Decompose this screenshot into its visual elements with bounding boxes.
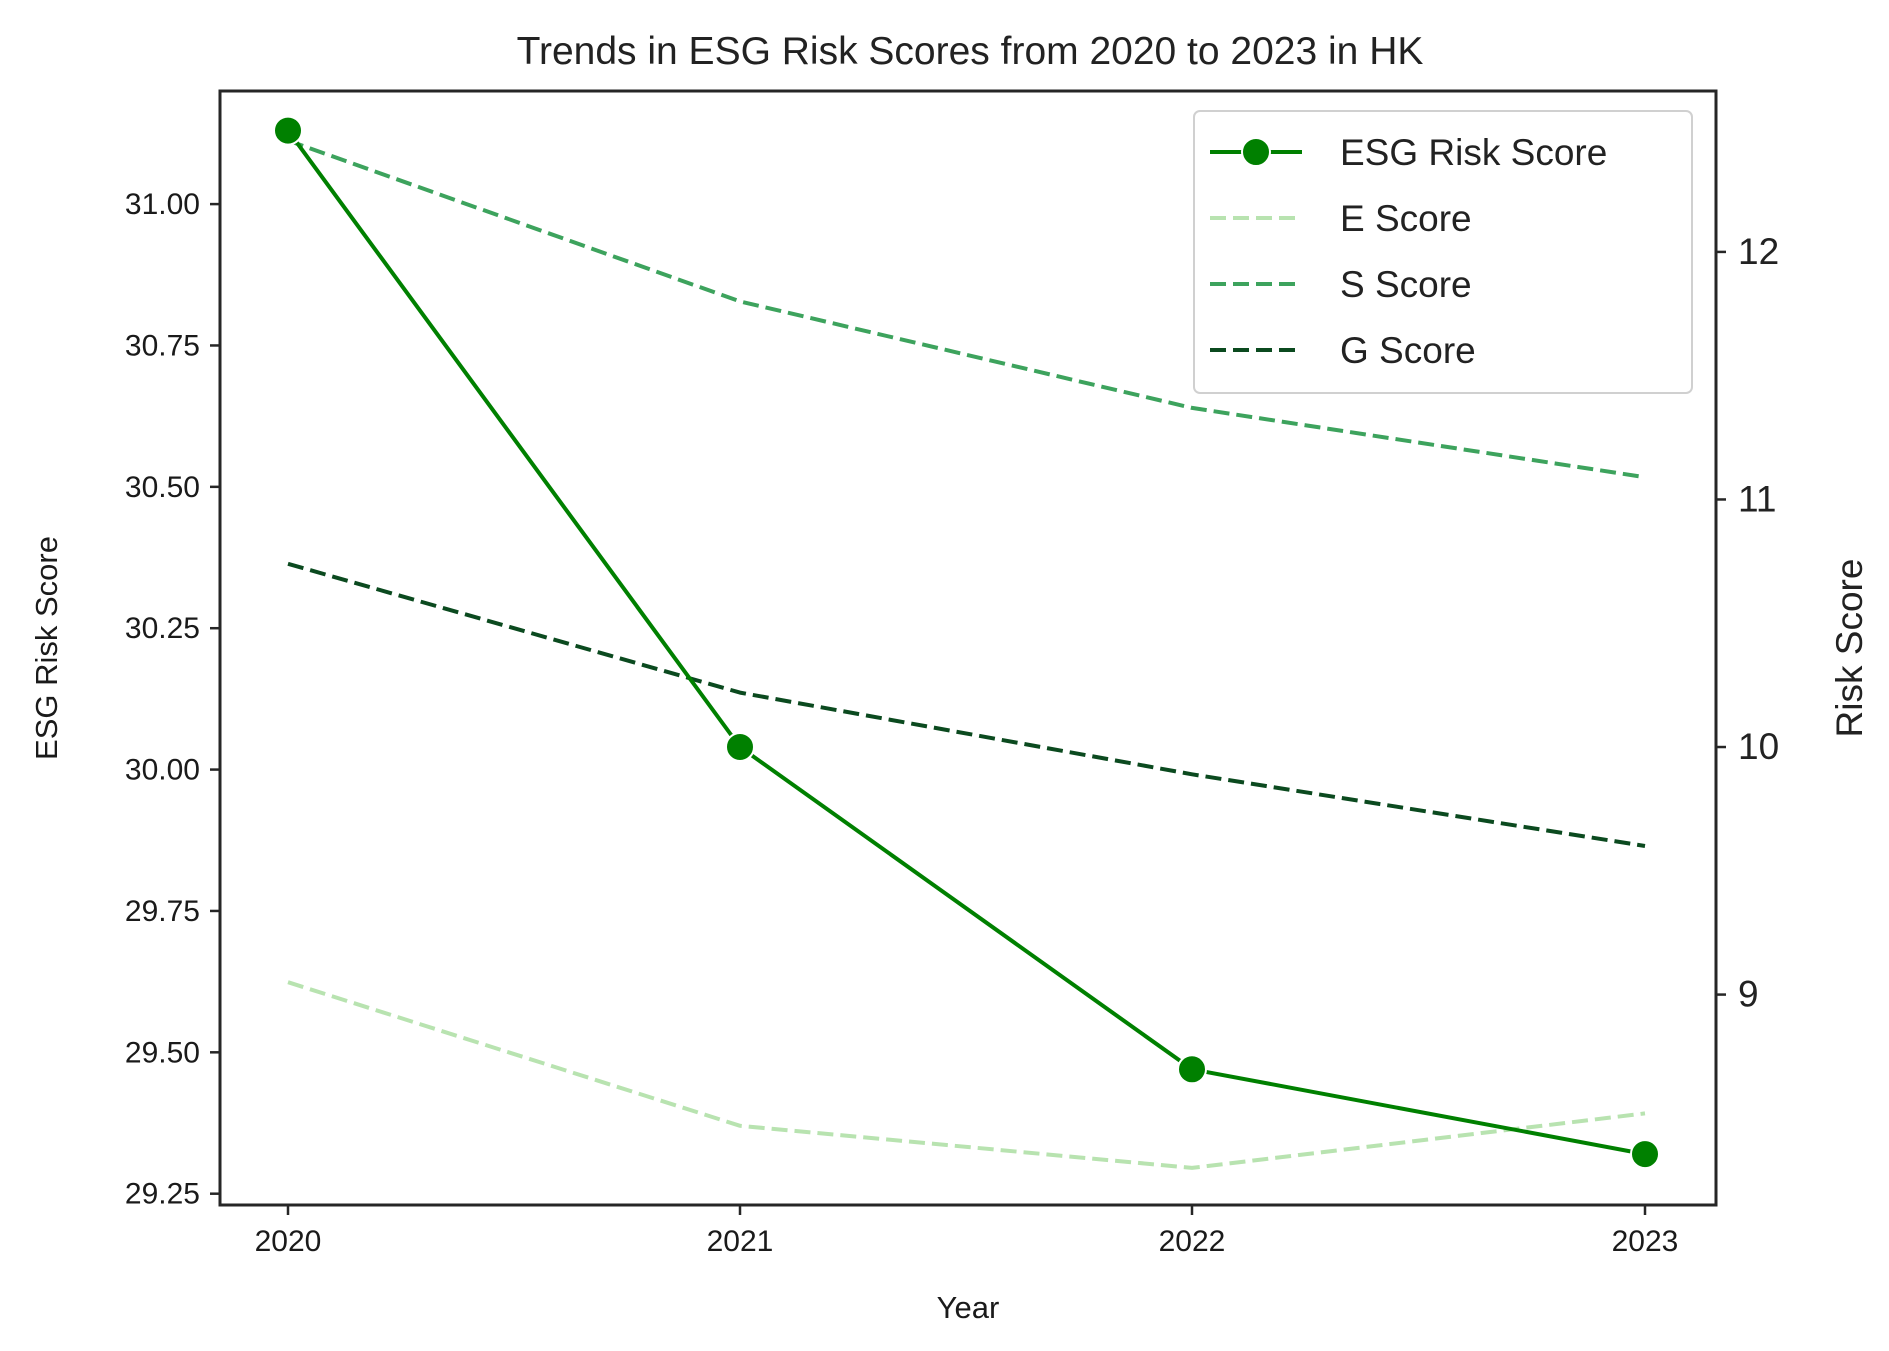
data-point <box>1630 1139 1660 1170</box>
y2-tick-label: 12 <box>1738 231 1779 272</box>
legend-label: S Score <box>1340 264 1472 305</box>
x-tick-label: 2022 <box>1159 1225 1226 1258</box>
x-tick-label: 2020 <box>255 1225 322 1258</box>
y-axis-label: ESG Risk Score <box>29 536 64 760</box>
right-axis: 9 10 11 12 <box>1716 231 1779 1015</box>
y2-tick-label: 11 <box>1738 478 1776 519</box>
y-tick-label: 30.00 <box>125 754 200 787</box>
series-layer <box>273 115 1660 1170</box>
series-line-e-score <box>287 980 1646 1170</box>
y-tick-label: 29.75 <box>125 895 200 928</box>
y2-axis-label: Risk Score <box>1829 559 1870 738</box>
legend-marker <box>1241 137 1271 167</box>
x-axis-label: Year <box>937 1290 1000 1325</box>
y-tick-label: 29.50 <box>125 1036 200 1069</box>
y2-tick-label: 10 <box>1738 726 1779 767</box>
y-tick-label: 30.75 <box>125 329 200 362</box>
data-point <box>725 731 755 762</box>
series-line-s-score <box>287 138 1646 480</box>
x-axis: 2020 2021 2022 2023 <box>255 1205 1679 1258</box>
left-axis: 29.25 29.50 29.75 30.00 30.25 30.50 30.75 31.00 <box>125 188 220 1211</box>
legend-label: E Score <box>1340 198 1472 239</box>
legend-label: G Score <box>1340 330 1476 371</box>
plot-frame <box>218 89 1718 1207</box>
data-point <box>1177 1054 1207 1085</box>
y-tick-label: 30.25 <box>125 612 200 645</box>
legend-label: ESG Risk Score <box>1340 132 1607 173</box>
y-tick-label: 29.25 <box>125 1178 200 1211</box>
y-tick-label: 30.50 <box>125 471 200 504</box>
data-point <box>273 115 303 146</box>
legend-box <box>1193 110 1693 394</box>
y-tick-label: 31.00 <box>125 188 200 221</box>
series-line-esg-risk-score <box>286 129 1646 1157</box>
legend: ESG Risk Score E Score S Score G Score <box>1193 110 1693 394</box>
x-tick-label: 2023 <box>1612 1225 1679 1258</box>
x-tick-label: 2021 <box>707 1225 774 1258</box>
y2-tick-label: 9 <box>1738 974 1759 1015</box>
chart-title: Trends in ESG Risk Scores from 2020 to 2… <box>517 30 1424 73</box>
series-line-g-score <box>287 561 1646 848</box>
